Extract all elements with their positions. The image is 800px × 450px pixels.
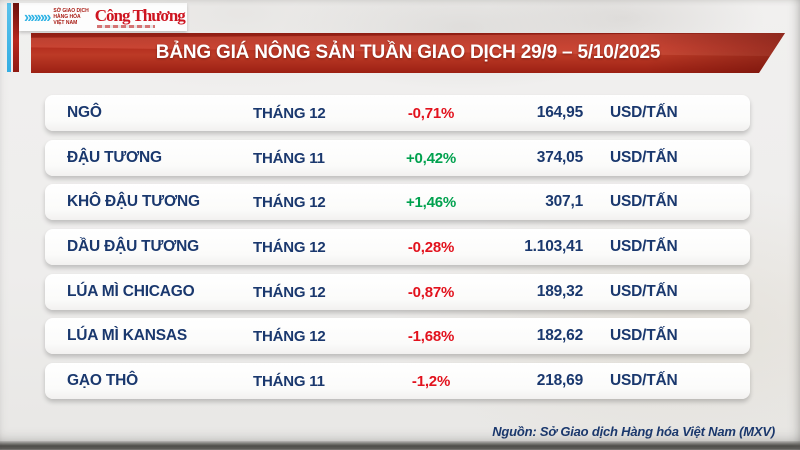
weekly-change: -0,87% — [407, 283, 455, 301]
price-unit: USD/TẤN — [610, 193, 678, 210]
mxv-logo: »»»» SỞ GIAO DỊCH HÀNG HÓA VIỆT NAM — [24, 8, 89, 27]
weekly-change: +0,42% — [405, 149, 457, 167]
weekly-change: -0,28% — [407, 238, 455, 256]
left-accent-cyan-bar — [7, 3, 11, 72]
commodity-name: NGÔ — [67, 104, 102, 121]
left-accent-red-bar — [13, 3, 19, 72]
source-credit: Nguồn: Sở Giao dịch Hàng hóa Việt Nam (M… — [492, 424, 775, 439]
commodity-name: LÚA MÌ KANSAS — [67, 327, 187, 344]
price-value: 164,95 — [536, 104, 583, 121]
price-unit: USD/TẤN — [610, 149, 678, 166]
price-value: 374,05 — [536, 149, 583, 166]
table-row: LÚA MÌ CHICAGO THÁNG 12 -0,87% 189,32 US… — [45, 274, 750, 310]
bottom-photo-edge — [0, 441, 800, 450]
price-value: 218,69 — [536, 372, 583, 389]
price-unit: USD/TẤN — [610, 372, 678, 389]
table-row: LÚA MÌ KANSAS THÁNG 12 -1,68% 182,62 USD… — [45, 318, 750, 354]
mxv-logo-text: SỞ GIAO DỊCH HÀNG HÓA VIỆT NAM — [53, 8, 88, 27]
contract-month: THÁNG 12 — [253, 283, 326, 301]
weekly-change: -1,2% — [411, 372, 451, 390]
table-row: NGÔ THÁNG 12 -0,71% 164,95 USD/TẤN — [45, 95, 750, 131]
cong-thuong-wordmark: Công Thương — [94, 5, 186, 25]
weekly-change: +1,46% — [405, 193, 457, 211]
table-row: GẠO THÔ THÁNG 11 -1,2% 218,69 USD/TẤN — [45, 363, 750, 399]
mxv-logo-line2: HÀNG HÓA — [53, 13, 81, 20]
page-title: BẢNG GIÁ NÔNG SẢN TUẦN GIAO DỊCH 29/9 – … — [155, 42, 661, 63]
price-unit: USD/TẤN — [610, 104, 678, 121]
price-unit: USD/TẤN — [610, 238, 678, 255]
contract-month: THÁNG 12 — [253, 104, 326, 122]
contract-month: THÁNG 11 — [253, 149, 325, 167]
mxv-chevrons-icon: »»»» — [24, 8, 51, 26]
price-unit: USD/TẤN — [610, 283, 678, 300]
table-row: DẦU ĐẬU TƯƠNG THÁNG 12 -0,28% 1.103,41 U… — [45, 229, 750, 265]
commodity-name: LÚA MÌ CHICAGO — [67, 283, 195, 300]
contract-month: THÁNG 12 — [253, 193, 326, 211]
banner-right-cap — [645, 33, 785, 73]
price-unit: USD/TẤN — [610, 327, 678, 344]
price-value: 307,1 — [545, 193, 583, 210]
cong-thuong-tagline-strip — [96, 24, 155, 28]
weekly-change: -1,68% — [407, 327, 455, 345]
mxv-logo-line3: VIỆT NAM — [53, 20, 78, 27]
mxv-logo-line1: SỞ GIAO DỊCH — [53, 7, 89, 14]
cong-thuong-logo: Công Thương — [94, 5, 186, 28]
weekly-change: -0,71% — [407, 104, 455, 122]
commodity-name: ĐẬU TƯƠNG — [67, 149, 162, 166]
price-value: 1.103,41 — [524, 238, 583, 255]
contract-month: THÁNG 12 — [253, 238, 326, 256]
logo-plate: »»»» SỞ GIAO DỊCH HÀNG HÓA VIỆT NAM Công… — [19, 3, 187, 31]
table-row: KHÔ ĐẬU TƯƠNG THÁNG 12 +1,46% 307,1 USD/… — [45, 184, 750, 220]
price-value: 189,32 — [536, 283, 583, 300]
price-value: 182,62 — [536, 327, 583, 344]
contract-month: THÁNG 12 — [253, 327, 326, 345]
contract-month: THÁNG 11 — [253, 372, 325, 390]
commodity-name: KHÔ ĐẬU TƯƠNG — [67, 193, 200, 210]
commodity-name: DẦU ĐẬU TƯƠNG — [67, 238, 199, 255]
commodity-name: GẠO THÔ — [67, 372, 138, 389]
table-row: ĐẬU TƯƠNG THÁNG 11 +0,42% 374,05 USD/TẤN — [45, 140, 750, 176]
title-banner: BẢNG GIÁ NÔNG SẢN TUẦN GIAO DỊCH 29/9 – … — [31, 33, 785, 73]
